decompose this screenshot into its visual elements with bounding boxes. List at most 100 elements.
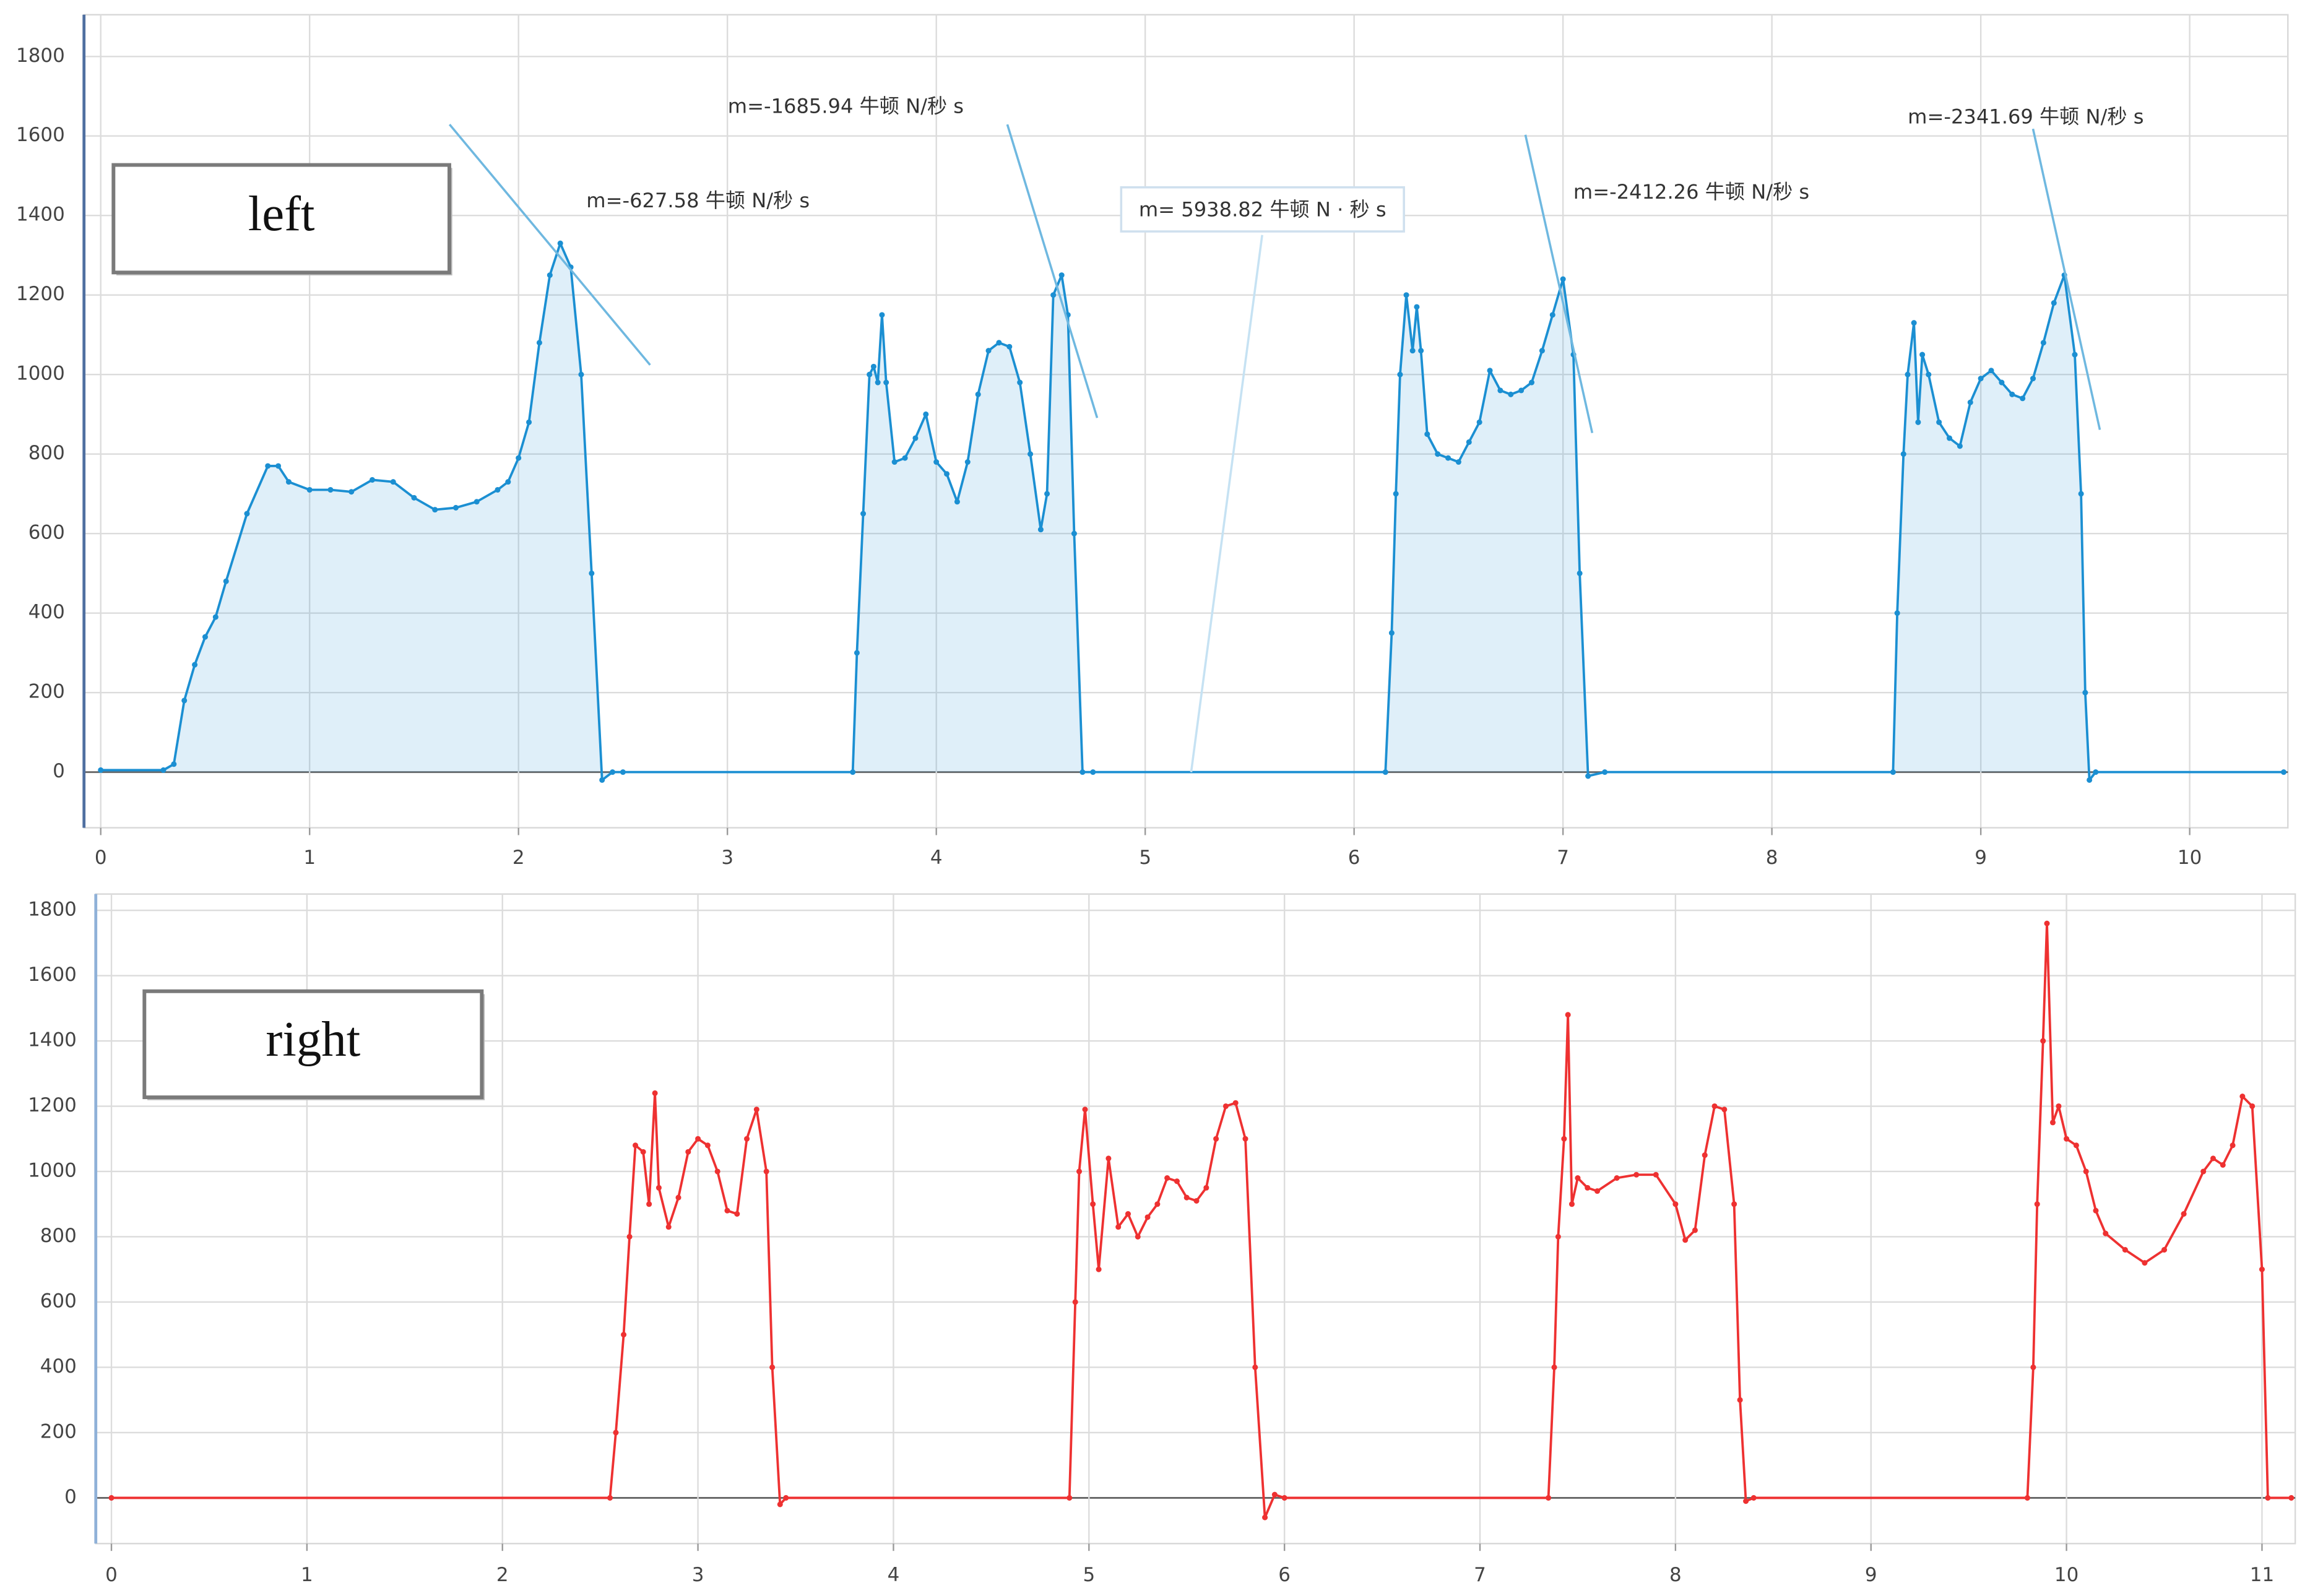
marker [212,614,218,620]
marker [1682,1237,1689,1243]
x-tick-label: 8 [1669,1564,1682,1586]
marker [912,435,919,441]
marker [244,511,250,517]
y-tick-label: 800 [28,442,65,464]
marker [1560,276,1566,282]
marker [860,511,867,517]
marker [1006,343,1013,350]
x-tick-label: 1 [301,1564,313,1586]
marker [704,1142,711,1149]
marker [621,1332,627,1338]
marker [2030,376,2036,382]
marker [1466,439,1472,445]
y-tick-label: 0 [53,760,65,782]
marker [536,340,542,346]
slope-line [1190,235,1263,772]
marker [620,769,626,775]
y-tick-label: 600 [40,1290,77,1312]
marker [1193,1197,1200,1204]
marker [1135,1233,1141,1240]
marker [1565,1012,1571,1018]
marker [1575,1175,1581,1181]
line [111,922,2291,1519]
marker [452,504,459,511]
marker [2064,1136,2070,1142]
marker [1409,348,1416,354]
marker [589,570,595,576]
marker [1262,1514,1268,1521]
marker [1529,379,1535,386]
marker [2087,777,2093,783]
marker [2020,395,2026,402]
marker [954,499,960,505]
marker [2200,1168,2207,1175]
marker [1731,1201,1737,1207]
marker [1213,1136,1219,1142]
annotation: m=-2341.69 牛顿 N/秒 s [1908,105,2143,128]
annotation: m=-627.58 牛顿 N/秒 s [586,189,810,212]
marker [2288,1495,2295,1501]
marker [1037,527,1044,533]
marker [1096,1266,1102,1272]
marker [2040,340,2046,346]
marker [675,1194,681,1201]
marker [964,459,971,465]
marker [2082,689,2088,696]
marker [1232,1100,1239,1106]
marker [1418,348,1424,354]
marker [2210,1155,2217,1162]
marker [685,1149,691,1155]
chart-label: right [266,1011,360,1067]
x-tick-label: 2 [496,1564,509,1586]
y-tick-label: 1800 [28,899,77,921]
marker [181,697,188,704]
marker [734,1211,740,1217]
marker [1539,348,1545,354]
marker [1614,1175,1620,1181]
marker [474,499,480,505]
x-tick-label: 9 [1865,1564,1877,1586]
marker [1445,455,1451,461]
marker [891,459,898,465]
x-tick-label: 7 [1474,1564,1486,1586]
marker [1585,773,1591,779]
x-tick-label: 5 [1139,847,1151,869]
x-tick-label: 1 [303,847,316,869]
marker [1602,769,1608,775]
marker [2161,1247,2168,1253]
marker [2265,1495,2271,1501]
marker [1911,320,1917,326]
slope-line [1006,124,1099,418]
marker [607,1495,613,1501]
marker [610,769,616,775]
marker [1203,1184,1209,1191]
marker [646,1201,652,1207]
marker [1050,292,1057,298]
marker [1397,371,1403,377]
marker [1702,1152,1708,1158]
marker [1999,379,2005,386]
x-tick-label: 0 [105,1564,118,1586]
marker [1066,1495,1073,1501]
marker [2093,769,2099,775]
y-tick-label: 1000 [28,1159,77,1181]
marker [1281,1495,1287,1501]
marker [2072,352,2078,358]
marker [2056,1103,2062,1110]
marker [108,1495,115,1501]
marker [870,363,876,369]
marker [599,777,605,783]
marker [2049,1119,2056,1126]
marker [1017,379,1023,386]
marker [1027,451,1034,457]
marker [1144,1214,1151,1220]
marker [2083,1168,2089,1175]
marker [1894,610,1900,616]
annotation: m=-2412.26 牛顿 N/秒 s [1573,180,1809,204]
marker [1382,769,1388,775]
marker [640,1149,646,1155]
marker [2280,769,2287,775]
marker [1561,1136,1567,1142]
marker [578,371,584,377]
